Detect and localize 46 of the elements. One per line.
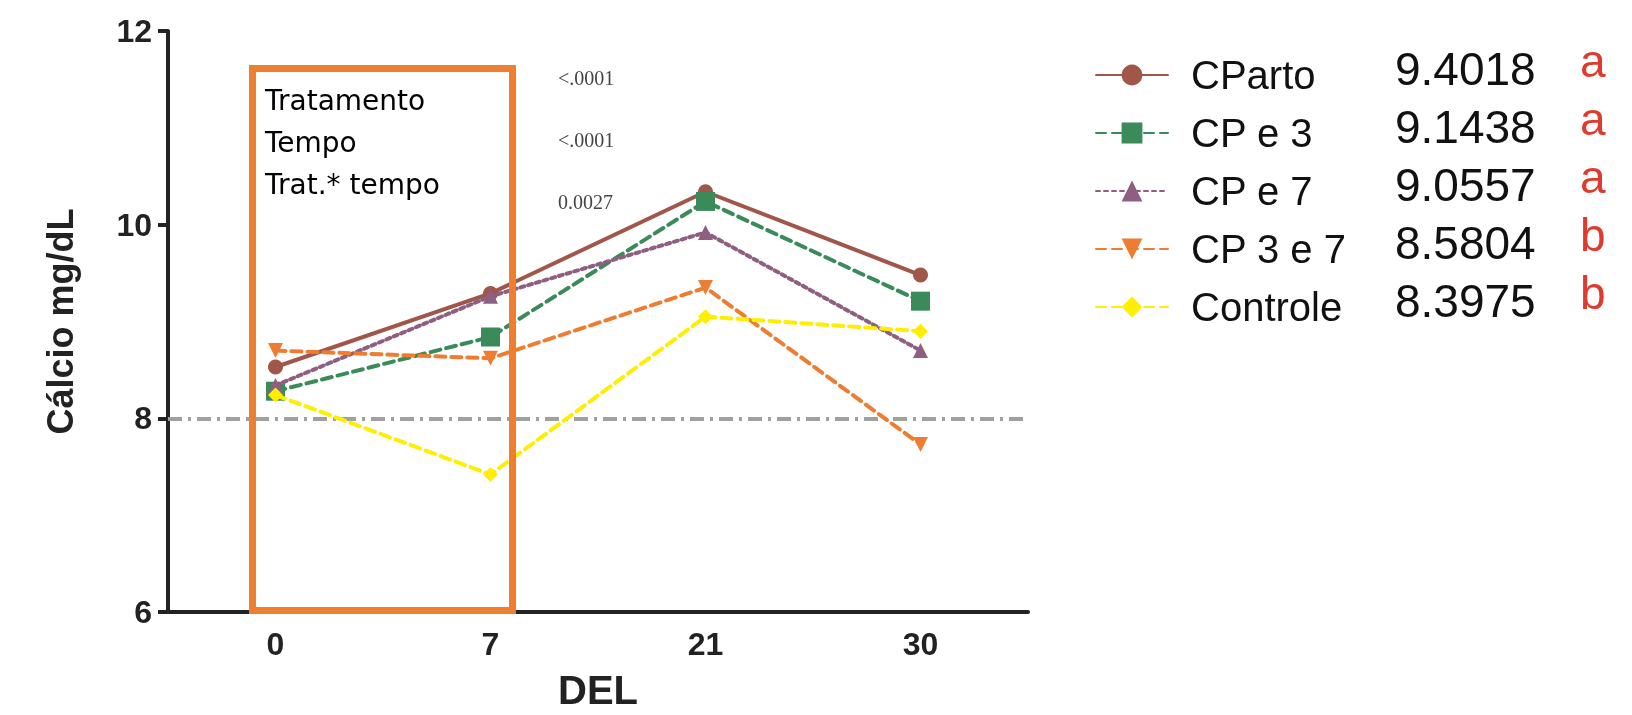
text: 9.0557: [1395, 159, 1536, 211]
legend-label: Controle: [1191, 285, 1343, 329]
point: [913, 267, 928, 283]
point: [913, 436, 928, 452]
point: [268, 359, 283, 375]
point: [696, 191, 715, 211]
point: [911, 291, 930, 311]
point: [268, 343, 283, 359]
text: 8.3975: [1395, 275, 1536, 327]
x-tick-label: 0: [266, 626, 285, 662]
legend-label: CP e 3: [1191, 111, 1313, 155]
x-axis-title: DEL: [558, 668, 638, 712]
text: b: [1580, 267, 1606, 319]
point: [483, 467, 498, 482]
x-tick-label: 7: [481, 626, 500, 662]
point: [483, 350, 498, 366]
text: 9.4018: [1395, 43, 1536, 95]
point: [913, 323, 928, 339]
point: [698, 224, 713, 240]
legend-label: CP e 7: [1191, 169, 1313, 213]
point: [268, 387, 283, 403]
annotation: Tempo: [264, 125, 357, 159]
text: a: [1580, 35, 1606, 87]
point: [698, 309, 713, 325]
legend-label: CParto: [1191, 53, 1316, 97]
text: a: [1580, 93, 1606, 145]
y-tick-label: 8: [134, 400, 152, 437]
text: a: [1580, 151, 1606, 203]
text: b: [1580, 209, 1606, 261]
x-tick-label: 21: [687, 626, 724, 662]
annotation: <.0001: [558, 67, 615, 89]
y-tick-label: 10: [116, 206, 152, 243]
y-tick-label: 12: [116, 13, 152, 49]
text: 8.5804: [1395, 217, 1536, 269]
y-tick-label: 6: [134, 594, 152, 630]
point: [481, 327, 500, 347]
annotation: Trat.* tempo: [264, 167, 440, 201]
annotation: <.0001: [558, 129, 615, 151]
annotation: Tratamento: [264, 83, 426, 117]
point: [698, 280, 713, 296]
x-tick-label: 30: [902, 626, 939, 662]
y-axis-title: Cálcio mg/dL: [39, 208, 81, 435]
legend-label: CP 3 e 7: [1191, 227, 1346, 271]
text: 9.1438: [1395, 101, 1536, 153]
annotation: 0.0027: [558, 191, 613, 213]
point: [913, 343, 928, 359]
